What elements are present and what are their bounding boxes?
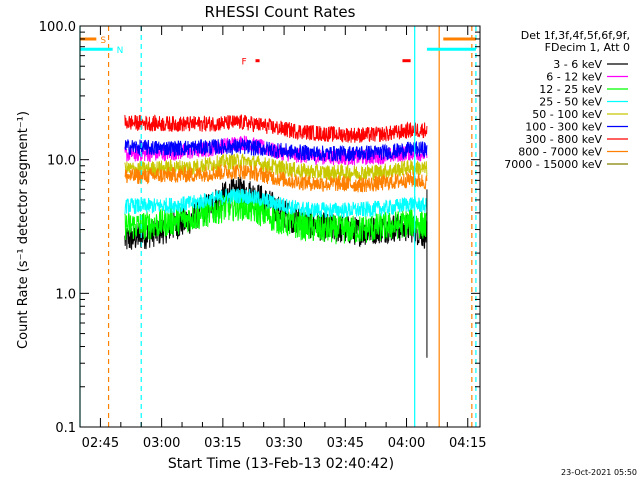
axes-layer: 0.1 1.0 10.0 100.0 02:45 03:00 03:15 03:30 03:45… bbox=[39, 20, 487, 451]
flag-label-2: F bbox=[242, 58, 247, 68]
series-line-5 bbox=[124, 137, 428, 162]
timestamp: 23-Oct-2021 05:50 bbox=[561, 468, 637, 477]
x-tick-label-1: 03:00 bbox=[143, 436, 180, 451]
x-tick-label-0: 02:45 bbox=[82, 436, 119, 451]
y-axis-label: Count Rate (s⁻¹ detector segment⁻¹) bbox=[16, 111, 31, 349]
series-line-4 bbox=[124, 153, 428, 182]
data-layer bbox=[124, 114, 428, 358]
legend-label-5: 100 - 300 keV bbox=[525, 121, 602, 134]
plot-frame bbox=[79, 25, 481, 428]
y-tick-label-3: 100.0 bbox=[39, 20, 76, 35]
legend-label-7: 800 - 7000 keV bbox=[518, 146, 602, 159]
legend-label-0: 3 - 6 keV bbox=[553, 58, 602, 71]
x-tick-label-3: 03:30 bbox=[265, 436, 302, 451]
x-axis-label: Start Time (13-Feb-13 02:40:42) bbox=[168, 456, 394, 472]
series-line-6 bbox=[124, 114, 428, 143]
series-line-2 bbox=[124, 192, 428, 245]
flag-label-0: S bbox=[100, 36, 106, 46]
legend-label-8: 7000 - 15000 keV bbox=[504, 158, 602, 171]
y-tick-label-1: 1.0 bbox=[55, 287, 76, 302]
y-tick-label-0: 0.1 bbox=[55, 421, 76, 436]
legend-label-2: 12 - 25 keV bbox=[539, 83, 602, 96]
legend-header-line-2: FDecim 1, Att 0 bbox=[545, 41, 630, 54]
series-line-7 bbox=[124, 164, 428, 193]
y-tick-label-2: 10.0 bbox=[47, 154, 76, 169]
legend-label-6: 300 - 800 keV bbox=[525, 133, 602, 146]
series-line-3 bbox=[124, 188, 428, 219]
x-tick-label-5: 04:00 bbox=[388, 436, 425, 451]
chart-title: RHESSI Count Rates bbox=[205, 3, 356, 21]
x-tick-label-4: 03:45 bbox=[327, 436, 364, 451]
legend-header-line-1: Det 1f,3f,4f,5f,6f,9f, bbox=[521, 29, 630, 42]
x-tick-label-2: 03:15 bbox=[204, 436, 241, 451]
legend-label-1: 6 - 12 keV bbox=[546, 71, 602, 84]
legend-label-3: 25 - 50 keV bbox=[539, 96, 602, 109]
x-tick-label-6: 04:15 bbox=[449, 436, 486, 451]
legend-label-4: 50 - 100 keV bbox=[532, 108, 602, 121]
flag-label-1: N bbox=[117, 46, 124, 56]
